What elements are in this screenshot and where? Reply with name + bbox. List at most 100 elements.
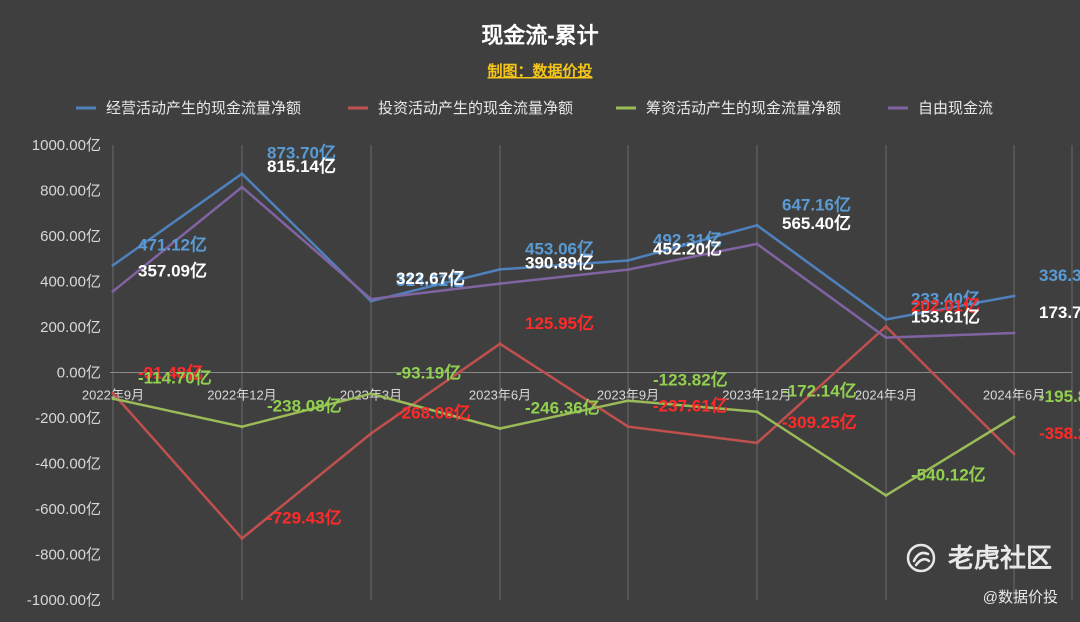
y-tick-label: 400.00亿: [40, 274, 101, 291]
data-label: -246.36亿: [525, 398, 600, 418]
data-label-layer: 471.12亿 873.70亿 314.01亿 453.06亿 492.31亿 647.1…: [138, 143, 1080, 528]
legend-label: 自由现金流: [918, 100, 993, 117]
y-tick-label: -600.00亿: [35, 501, 101, 518]
series-point: [884, 336, 888, 340]
series-point: [626, 399, 630, 403]
series-line: [112, 185, 1015, 339]
data-label: 647.16亿: [782, 194, 851, 214]
data-label: 390.89亿: [525, 253, 594, 273]
series-point: [240, 425, 244, 429]
series-point: [1012, 331, 1016, 335]
watermark-brand: 老虎社区: [948, 543, 1052, 573]
data-label: -540.12亿: [911, 464, 986, 484]
data-label: 492.31亿: [653, 229, 722, 249]
series-point: [498, 342, 502, 346]
data-label: 202.01亿: [911, 296, 980, 316]
series-point: [369, 432, 373, 435]
data-label: -93.19亿: [396, 363, 461, 383]
series-point: [111, 263, 115, 267]
series-point: [884, 317, 888, 321]
tiger-logo-icon: [906, 543, 936, 573]
series-point: [240, 172, 244, 176]
y-tick-label: -200.00亿: [35, 410, 101, 427]
series-point: [755, 242, 759, 246]
series-line: [112, 325, 1015, 540]
series-point: [884, 325, 888, 328]
series-point: [755, 223, 759, 227]
data-label: -729.43亿: [267, 507, 342, 527]
chart-subtitle: 制图：数据价投: [487, 62, 592, 80]
data-label: -238.08亿: [267, 396, 342, 416]
series-point: [626, 425, 630, 429]
data-label: -91.48亿: [138, 362, 203, 382]
series-point: [240, 536, 244, 540]
chart-title: 现金流-累计: [481, 23, 598, 48]
series-point: [755, 441, 759, 445]
series-point: [498, 427, 502, 430]
series-point: [755, 410, 759, 414]
series-point: [111, 397, 115, 401]
data-label: -309.25亿: [782, 412, 857, 432]
y-tick-label: 1000.00亿: [32, 137, 101, 154]
series-point: [369, 392, 373, 396]
data-label: 153.61亿: [911, 307, 980, 327]
y-tick-label: 800.00亿: [40, 183, 101, 200]
series-point: [111, 391, 115, 395]
series-point: [498, 267, 502, 271]
data-label: 314.01亿: [396, 270, 465, 290]
data-label: 453.06亿: [525, 238, 594, 258]
legend-label: 投资活动产生的现金流量净额: [378, 100, 573, 117]
legend: 经营活动产生的现金流量净额 投资活动产生的现金流量净额 筹资活动产生的现金流量净额 自…: [76, 100, 993, 117]
series-point: [1012, 415, 1016, 419]
data-label: 336.36亿: [1039, 265, 1080, 285]
data-label: 233.40亿: [911, 288, 980, 308]
data-label: 357.09亿: [138, 260, 207, 280]
data-label: 565.40亿: [782, 213, 851, 233]
series-point: [240, 185, 244, 189]
legend-label: 筹资活动产生的现金流量净额: [646, 100, 841, 117]
x-tick-label: 2024年6月: [983, 388, 1045, 403]
series-point: [1012, 452, 1016, 456]
data-label: -123.82亿: [653, 370, 728, 390]
x-tick-label: 2022年12月: [207, 388, 276, 403]
y-tick-label: -1000.00亿: [27, 592, 101, 609]
data-label: -358.29亿: [1039, 423, 1080, 443]
series-line: [112, 172, 1015, 321]
data-label: -268.08亿: [396, 402, 471, 422]
data-label: -237.61亿: [653, 396, 728, 416]
x-tick-label: 2023年12月: [722, 388, 791, 403]
series-point: [626, 268, 630, 272]
x-tick-label: 2024年3月: [855, 388, 917, 403]
data-label: 471.12亿: [138, 234, 207, 254]
data-label: -172.14亿: [782, 381, 857, 401]
data-label: -114.70亿: [138, 368, 212, 388]
series-line: [112, 392, 1015, 497]
watermark-handle: @数据价投: [983, 589, 1058, 606]
series-point: [884, 493, 888, 497]
data-label: 322.67亿: [396, 268, 465, 288]
data-label: 173.72亿: [1039, 302, 1080, 322]
series-point: [498, 282, 502, 286]
data-label: 815.14亿: [267, 156, 336, 176]
watermark: 老虎社区 @数据价投: [906, 543, 1058, 606]
data-label: 125.95亿: [525, 313, 594, 333]
x-tick-label: 2023年9月: [597, 388, 659, 403]
y-tick-label: 200.00亿: [40, 319, 101, 336]
axis-layer: 1000.00亿 800.00亿 600.00亿 400.00亿 200.00亿 0.00…: [27, 137, 1072, 609]
data-label: 452.20亿: [653, 239, 722, 259]
y-tick-label: 0.00亿: [57, 365, 101, 382]
y-tick-label: -800.00亿: [35, 547, 101, 564]
y-tick-label: -400.00亿: [35, 456, 101, 473]
x-tick-label: 2023年6月: [469, 388, 531, 403]
series-point: [111, 289, 115, 293]
series-point: [626, 259, 630, 262]
series-point: [1012, 294, 1016, 298]
legend-label: 经营活动产生的现金流量净额: [106, 100, 301, 117]
data-label: -195.82亿: [1039, 386, 1080, 406]
series-layer: [111, 172, 1016, 540]
series-point: [369, 297, 373, 301]
data-label: 873.70亿: [267, 143, 336, 163]
y-tick-label: 600.00亿: [40, 228, 101, 245]
